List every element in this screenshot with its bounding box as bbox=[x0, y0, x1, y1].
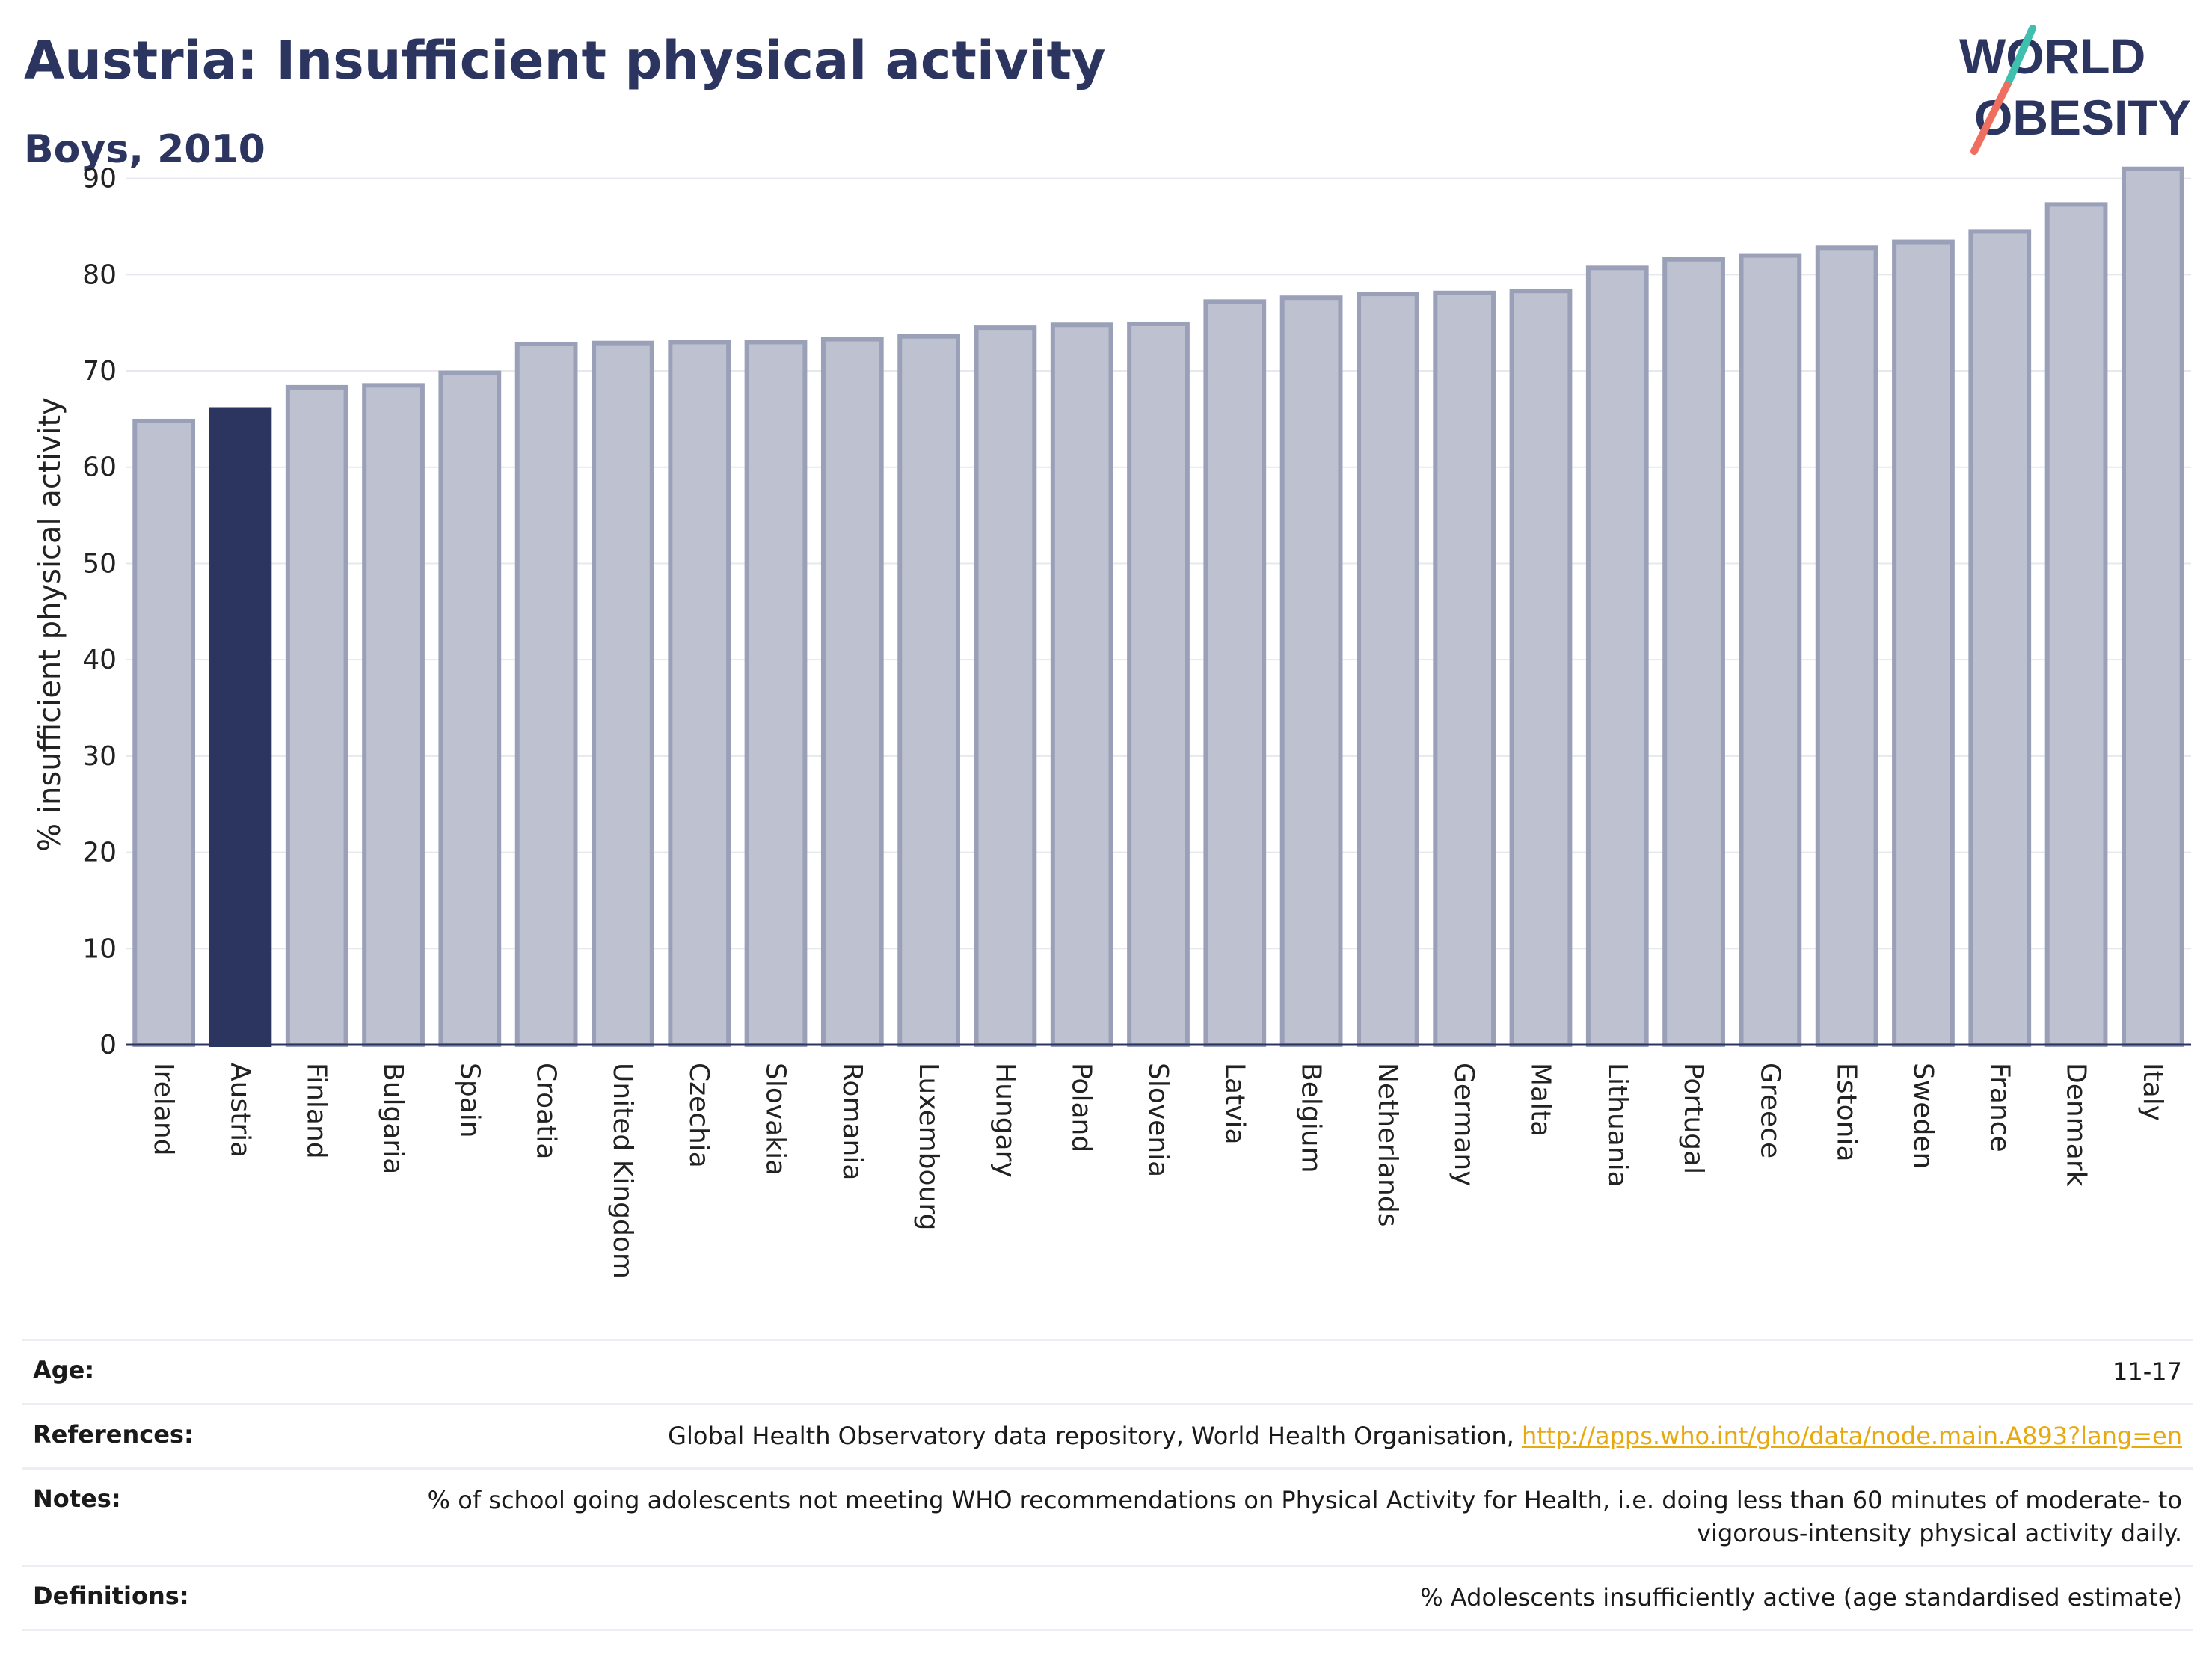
bar bbox=[1279, 295, 1343, 1047]
x-tick-label: Latvia bbox=[1219, 1063, 1250, 1145]
y-tick-label: 0 bbox=[99, 1030, 117, 1060]
y-tick-label: 50 bbox=[82, 548, 117, 579]
x-tick-label: Czechia bbox=[683, 1063, 714, 1168]
bar-highlighted bbox=[209, 407, 272, 1047]
bar bbox=[1509, 289, 1573, 1047]
info-value: % of school going adolescents not meetin… bbox=[427, 1486, 2182, 1547]
x-tick-label: United Kingdom bbox=[607, 1063, 638, 1279]
x-tick-label: Estonia bbox=[1831, 1063, 1862, 1162]
y-tick-label: 90 bbox=[82, 164, 117, 194]
x-tick-label: Italy bbox=[2137, 1063, 2168, 1121]
info-row-definitions: Definitions: % Adolescents insufficientl… bbox=[22, 1564, 2193, 1631]
bar bbox=[2044, 202, 2108, 1047]
svg-text:OBESITY: OBESITY bbox=[1974, 90, 2191, 145]
bar bbox=[820, 337, 884, 1048]
x-tick-label: Slovenia bbox=[1143, 1063, 1173, 1177]
bar bbox=[744, 340, 808, 1047]
x-tick-label: Belgium bbox=[1296, 1063, 1327, 1173]
y-axis-label: % insufficient physical activity bbox=[33, 397, 67, 852]
page-subtitle: Boys, 2010 bbox=[24, 127, 265, 172]
bar bbox=[897, 334, 960, 1047]
x-tick-label: Slovakia bbox=[761, 1063, 791, 1176]
bar bbox=[132, 418, 196, 1047]
y-tick-label: 60 bbox=[82, 452, 117, 483]
bar bbox=[1433, 290, 1496, 1047]
y-tick-label: 30 bbox=[82, 741, 117, 772]
bar bbox=[285, 384, 348, 1047]
x-tick-label: Netherlands bbox=[1372, 1063, 1403, 1226]
world-obesity-logo: WORLD OBESITY bbox=[1959, 25, 2191, 155]
bar bbox=[438, 370, 502, 1047]
bar bbox=[1815, 245, 1878, 1048]
info-row-age: Age: 11-17 bbox=[22, 1339, 2193, 1403]
x-tick-label: Ireland bbox=[148, 1063, 179, 1156]
bar bbox=[1662, 257, 1725, 1048]
reference-text: Global Health Observatory data repositor… bbox=[668, 1422, 1514, 1451]
x-tick-label: Croatia bbox=[531, 1063, 562, 1159]
x-tick-label: Bulgaria bbox=[378, 1063, 408, 1174]
bars bbox=[132, 166, 2184, 1048]
y-tick-label: 40 bbox=[82, 645, 117, 675]
x-tick-label: France bbox=[1984, 1063, 2015, 1152]
bar bbox=[1357, 292, 1419, 1047]
info-table: Age: 11-17 References: Global Health Obs… bbox=[22, 1339, 2193, 1631]
info-label: Definitions: bbox=[33, 1581, 189, 1610]
bar-chart: 0 10 20 30 40 50 60 70 80 90 Ireland Austria Finland… bbox=[33, 164, 2191, 1279]
x-tick-label: Finland bbox=[301, 1063, 332, 1159]
x-tick-label: Greece bbox=[1754, 1063, 1785, 1158]
reference-link[interactable]: http://apps.who.int/gho/data/node.main.A… bbox=[1521, 1422, 2182, 1451]
x-tick-label: Lithuania bbox=[1602, 1063, 1632, 1188]
info-row-notes: Notes: % of school going adolescents not… bbox=[22, 1467, 2193, 1564]
x-tick-label: Austria bbox=[224, 1063, 255, 1158]
bar bbox=[514, 341, 578, 1048]
bar bbox=[1050, 322, 1113, 1048]
bar bbox=[362, 383, 425, 1047]
x-tick-label: Denmark bbox=[2061, 1063, 2092, 1187]
x-tick-label: Luxembourg bbox=[913, 1063, 944, 1230]
bar bbox=[1203, 299, 1267, 1048]
y-tick-label: 10 bbox=[82, 933, 117, 964]
page-title: Austria: Insufficient physical activity bbox=[24, 30, 1106, 91]
bar bbox=[1739, 253, 1802, 1047]
info-value: % Adolescents insufficiently active (age… bbox=[1420, 1582, 2182, 1612]
y-tick-label: 70 bbox=[82, 356, 117, 387]
svg-text:WORLD: WORLD bbox=[1959, 28, 2145, 84]
info-row-references: References: Global Health Observatory da… bbox=[22, 1403, 2193, 1467]
bar bbox=[1892, 239, 1955, 1047]
x-tick-label: Germany bbox=[1448, 1063, 1479, 1186]
y-tick-label: 80 bbox=[82, 260, 117, 290]
bar bbox=[2121, 166, 2184, 1047]
x-tick-label: Romania bbox=[837, 1063, 867, 1180]
x-tick-label: Malta bbox=[1525, 1063, 1555, 1137]
bar bbox=[1968, 229, 2032, 1048]
bar bbox=[1585, 265, 1649, 1048]
bar bbox=[974, 325, 1037, 1047]
info-label: Notes: bbox=[33, 1484, 121, 1514]
x-tick-label: Spain bbox=[454, 1063, 485, 1138]
x-tick-label: Hungary bbox=[989, 1063, 1020, 1178]
x-tick-label: Poland bbox=[1066, 1063, 1097, 1152]
x-tick-label: Sweden bbox=[1908, 1063, 1938, 1169]
info-value: 11-17 bbox=[2113, 1357, 2182, 1386]
info-label: Age: bbox=[33, 1356, 95, 1384]
info-value: Global Health Observatory data repositor… bbox=[668, 1420, 2182, 1452]
info-label: References: bbox=[33, 1420, 194, 1449]
x-tick-label: Portugal bbox=[1678, 1063, 1709, 1174]
axes: 0 10 20 30 40 50 60 70 80 90 Ireland Austria Finland… bbox=[82, 164, 2191, 1279]
bar bbox=[1127, 321, 1190, 1047]
bar bbox=[592, 340, 654, 1047]
y-tick-label: 20 bbox=[82, 838, 117, 868]
bar bbox=[668, 340, 731, 1047]
